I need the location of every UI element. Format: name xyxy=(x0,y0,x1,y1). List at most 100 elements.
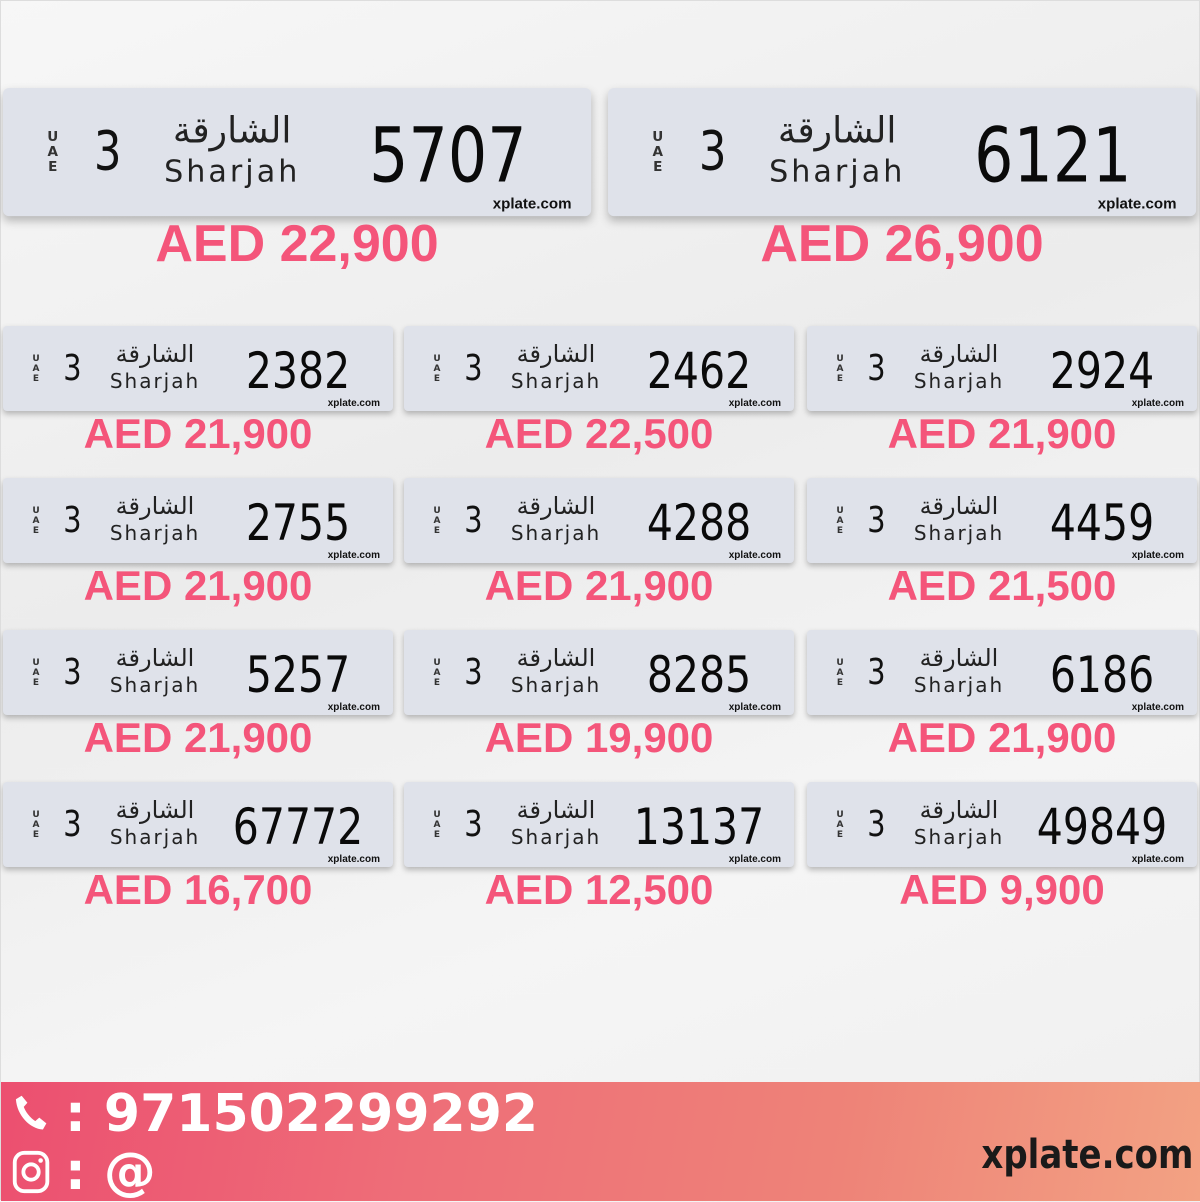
instagram-row: : @ xyxy=(9,1142,156,1202)
instagram-icon xyxy=(12,1150,50,1194)
plate-number: 4459 xyxy=(1049,494,1155,552)
emirate-english: Sharjah xyxy=(510,369,602,393)
emirate-arabic: الشارقة xyxy=(516,796,596,824)
emirate-english: Sharjah xyxy=(510,825,602,849)
emirate-english: Sharjah xyxy=(109,825,201,849)
plate-number: 67772 xyxy=(232,798,364,856)
emirate-english: Sharjah xyxy=(109,521,201,545)
emirate-arabic: الشارقة xyxy=(919,340,999,368)
plate-price: AED 21,900 xyxy=(887,714,1117,761)
plate-code: 3 xyxy=(867,500,886,541)
emirate-arabic: الشارقة xyxy=(777,109,897,152)
plate-price: AED 21,900 xyxy=(887,410,1117,457)
emirate-arabic: الشارقة xyxy=(919,796,999,824)
emirate-english: Sharjah xyxy=(769,152,906,190)
plate-code: 3 xyxy=(867,652,886,693)
emirate-english: Sharjah xyxy=(913,521,1005,545)
plate-code: 3 xyxy=(63,348,82,389)
emirate-english: Sharjah xyxy=(913,369,1005,393)
plate-watermark: xplate.com xyxy=(728,398,781,409)
plate-number: 13137 xyxy=(633,798,765,856)
emirate-english: Sharjah xyxy=(913,673,1005,697)
plate-number: 2382 xyxy=(245,342,351,400)
plate-code: 3 xyxy=(63,652,82,693)
plate-code: 3 xyxy=(867,348,886,389)
emirate-arabic: الشارقة xyxy=(115,340,195,368)
plate-code: 3 xyxy=(464,500,483,541)
plate-number: 2755 xyxy=(245,494,351,552)
plate-watermark: xplate.com xyxy=(327,398,380,409)
plate-price: AED 21,900 xyxy=(83,562,313,609)
plate-number: 8285 xyxy=(646,646,752,704)
plate-watermark: xplate.com xyxy=(728,550,781,561)
plate-number: 2462 xyxy=(646,342,752,400)
plate-watermark: xplate.com xyxy=(327,550,380,561)
phone-row: : 971502299292 xyxy=(9,1084,538,1144)
plate-watermark: xplate.com xyxy=(1131,702,1184,713)
plate-price: AED 21,500 xyxy=(887,562,1117,609)
plate-price: AED 22,500 xyxy=(484,410,714,457)
emirate-arabic: الشارقة xyxy=(172,109,292,152)
plate-price: AED 21,900 xyxy=(484,562,714,609)
plate-watermark: xplate.com xyxy=(728,702,781,713)
emirate-english: Sharjah xyxy=(109,673,201,697)
emirate-arabic: الشارقة xyxy=(115,796,195,824)
emirate-arabic: الشارقة xyxy=(115,492,195,520)
plate-watermark: xplate.com xyxy=(1131,398,1184,409)
emirate-arabic: الشارقة xyxy=(516,644,596,672)
plate-watermark: xplate.com xyxy=(728,854,781,865)
phone-icon xyxy=(15,1095,47,1130)
featured-price: AED 22,900 xyxy=(155,215,439,273)
plate-watermark: xplate.com xyxy=(327,854,380,865)
site-name[interactable]: xplate.com xyxy=(980,1132,1193,1178)
plate-code: 3 xyxy=(464,804,483,845)
plate-number: 6186 xyxy=(1049,646,1155,704)
instagram-handle[interactable]: : @ xyxy=(65,1142,156,1202)
emirate-english: Sharjah xyxy=(164,152,301,190)
emirate-english: Sharjah xyxy=(510,673,602,697)
plate-code: 3 xyxy=(464,652,483,693)
plate-number: 4288 xyxy=(646,494,752,552)
phone-number[interactable]: : 971502299292 xyxy=(65,1084,539,1144)
emirate-arabic: الشارقة xyxy=(516,340,596,368)
plate-watermark: xplate.com xyxy=(1131,854,1184,865)
